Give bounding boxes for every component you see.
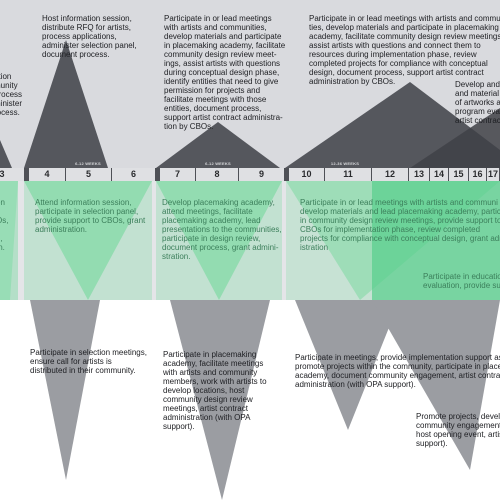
dark-triangle-left-edge [0, 140, 12, 168]
duration-label-phase-3: 12-36 WEEKS [330, 161, 360, 166]
green-block-phase-3 [372, 181, 500, 300]
bottom-text-col-4: Promote projects, develo community engag… [416, 412, 500, 448]
week-cell-16: 16 [469, 168, 487, 181]
green-block-phase-3-wide [286, 181, 372, 300]
week-cell-6: 6 [112, 168, 156, 181]
week-cell-14: 14 [430, 168, 449, 181]
mid-text-col-3: Participate in or lead meetings with art… [300, 198, 500, 252]
mid-text-left-fragment: on n Os, n, tn. [0, 198, 9, 252]
week-cell-10: 10 [285, 168, 325, 181]
week-cell-5: 5 [66, 168, 112, 181]
week-cell-8: 8 [196, 168, 239, 181]
top-text-col-3: Participate in or lead meetings with art… [309, 14, 500, 86]
grey-triangle-phase-3 [295, 300, 400, 430]
bottom-text-col-2: Participate in placemaking academy, faci… [163, 350, 267, 431]
week-cell-4: 4 [25, 168, 66, 181]
mid-text-col-2: Develop placemaking academy, attend meet… [162, 198, 282, 261]
dark-triangle-phase-4 [410, 108, 500, 168]
green-triangle-phase-2 [156, 181, 282, 300]
week-cell-13: 13 [409, 168, 430, 181]
bottom-text-col-1: Participate in selection meetings, ensur… [30, 348, 147, 375]
week-cell-12: 12 [372, 168, 409, 181]
grey-triangle-phase-4 [372, 300, 500, 470]
week-cell-7: 7 [156, 168, 196, 181]
dark-triangle-phase-2 [156, 122, 280, 168]
top-text-col-4: Develop and and material of artworks a p… [455, 80, 500, 125]
top-text-col-1: Host information session, distribute RFQ… [42, 14, 137, 59]
week-cell-17: 17 [487, 168, 500, 181]
top-text-left-fragment: ation munity process minister rocess. [0, 72, 23, 117]
mid-text-col-1: Attend information session, participate … [35, 198, 146, 234]
mid-text-col-4: Participate in educatio evaluation, prov… [423, 272, 500, 290]
bottom-text-col-3: Participate in meetings, provide impleme… [295, 353, 500, 389]
duration-label-phase-2: 6-12 WEEKS [205, 161, 231, 166]
green-block-phase-2 [156, 181, 282, 300]
green-block-left-edge [0, 181, 18, 300]
week-cell-11: 11 [325, 168, 372, 181]
top-text-col-2: Participate in or lead meetings with art… [164, 14, 286, 131]
grey-triangle-phase-2 [170, 300, 270, 500]
green-block-phase-1 [24, 181, 152, 300]
duration-label-phase-1: 6-12 WEEKS [75, 161, 101, 166]
week-cell-15: 15 [449, 168, 469, 181]
grey-triangle-phase-1 [30, 300, 100, 480]
week-cell-9: 9 [239, 168, 285, 181]
week-cell-3: 3 [0, 168, 25, 181]
green-triangle-phase-1 [24, 181, 152, 300]
dark-triangle-phase-1 [24, 40, 108, 168]
